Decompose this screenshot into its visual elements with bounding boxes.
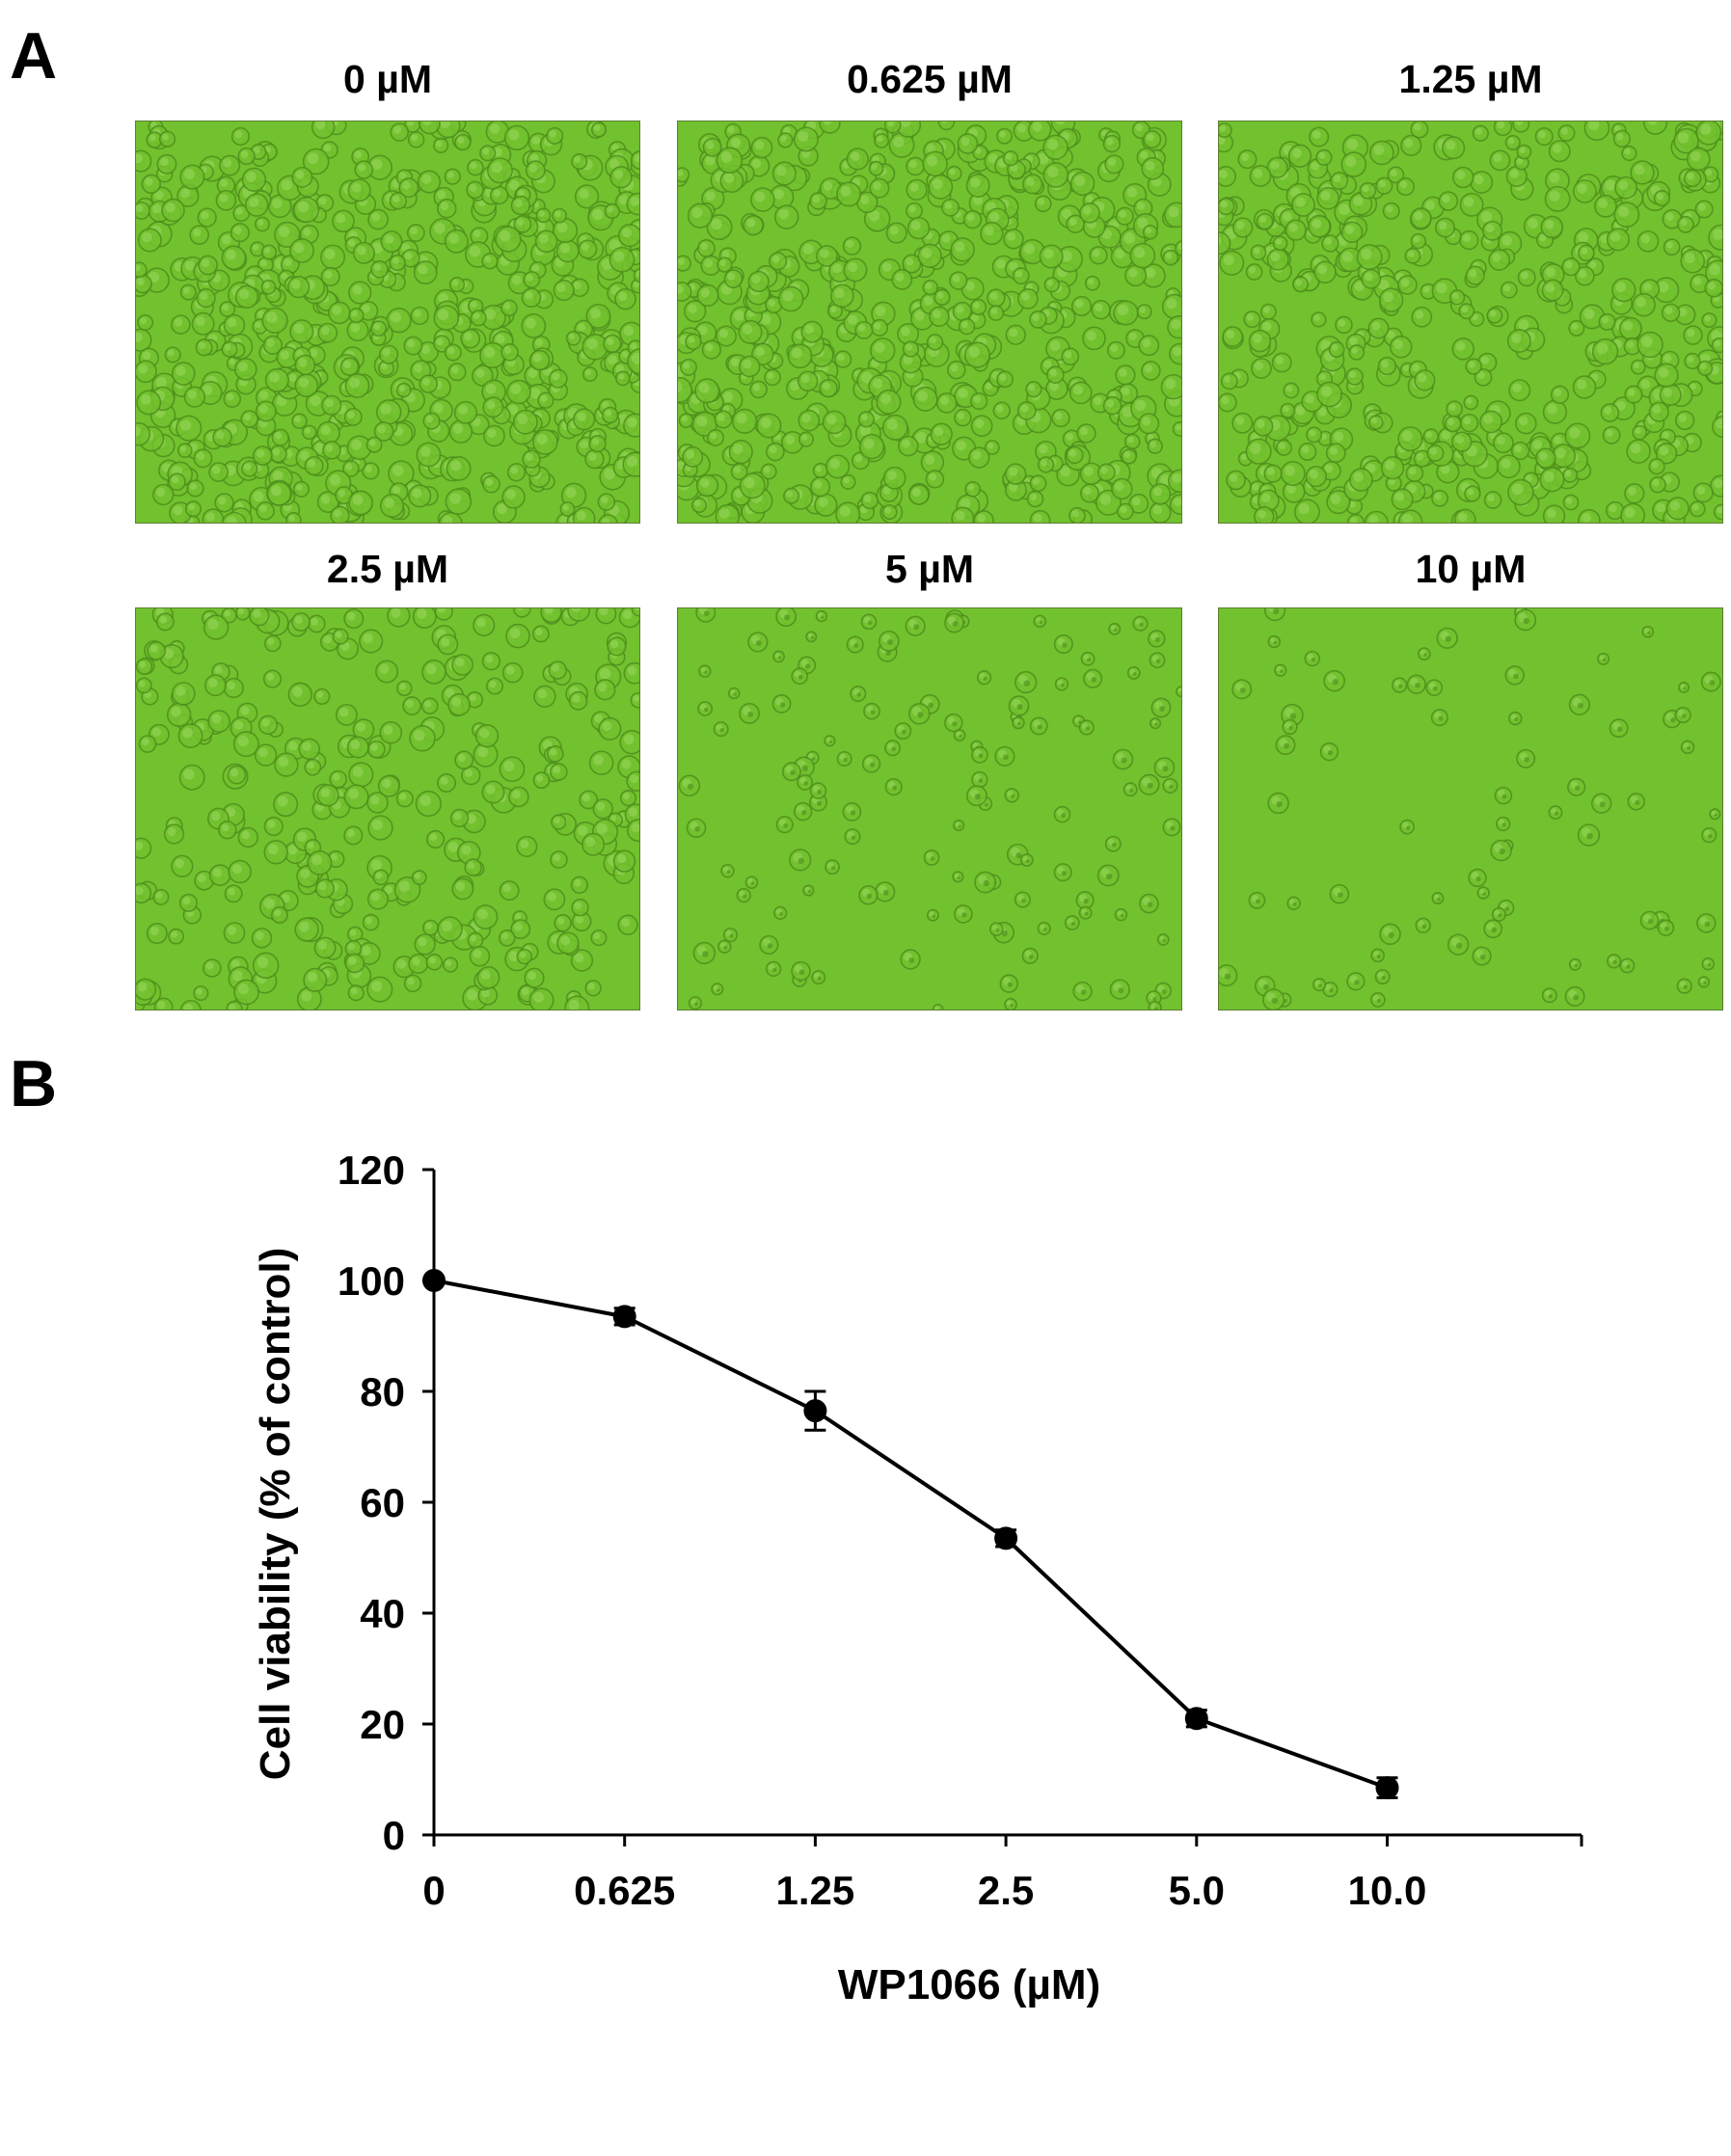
y-tick-label: 100 xyxy=(338,1258,405,1304)
micrograph-label: 2.5 µM xyxy=(326,547,449,591)
micrograph-field xyxy=(136,608,639,1010)
micrograph-image xyxy=(1218,121,1723,524)
x-tick-label: 0.625 xyxy=(574,1868,675,1913)
micrograph-image xyxy=(135,121,640,524)
micrograph-label: 10 µM xyxy=(1415,547,1527,591)
micrograph-field xyxy=(1219,608,1722,1010)
data-point xyxy=(803,1399,827,1423)
x-tick-label: 5.0 xyxy=(1169,1868,1225,1913)
micrograph-label: 1.25 µM xyxy=(1398,57,1543,101)
data-point xyxy=(994,1526,1018,1550)
y-tick-label: 80 xyxy=(360,1369,405,1415)
x-tick-label: 1.25 xyxy=(776,1868,855,1913)
y-tick-label: 60 xyxy=(360,1480,405,1525)
y-tick-label: 120 xyxy=(338,1147,405,1193)
data-point xyxy=(1184,1707,1208,1731)
micrograph-label: 0.625 µM xyxy=(847,57,1013,101)
data-point xyxy=(612,1305,636,1329)
micrograph-field xyxy=(678,121,1181,523)
micrograph-image xyxy=(1218,607,1723,1011)
micrograph-image xyxy=(677,121,1182,524)
series-line xyxy=(433,1279,1389,1791)
micrograph-label: 0 µM xyxy=(343,57,432,101)
x-axis-title: WP1066 (µM) xyxy=(838,1961,1100,2008)
micrograph-image xyxy=(677,607,1182,1011)
x-tick-label: 2.5 xyxy=(978,1868,1034,1913)
data-point xyxy=(422,1269,446,1292)
y-tick-label: 40 xyxy=(360,1591,405,1636)
micrograph-field xyxy=(1219,121,1722,523)
panel-b-letter: B xyxy=(10,1047,58,1120)
viability-chart: 0 20 40 60 80 100 120 0 0.625 1.25 2.5 5.0 10.0 WP106… xyxy=(252,1147,1583,2008)
x-tick-label: 10.0 xyxy=(1348,1868,1427,1913)
y-tick-label: 20 xyxy=(360,1702,405,1747)
y-tick-label: 0 xyxy=(383,1813,405,1858)
y-axis-title: Cell viability (% of control) xyxy=(252,1248,299,1781)
data-point xyxy=(1375,1776,1399,1800)
micrograph-image xyxy=(135,607,640,1011)
panel-a-letter: A xyxy=(10,19,58,93)
x-tick-label: 0 xyxy=(422,1868,445,1913)
micrograph-field xyxy=(678,608,1181,1010)
micrograph-field xyxy=(136,121,639,523)
micrograph-label: 5 µM xyxy=(885,547,974,591)
